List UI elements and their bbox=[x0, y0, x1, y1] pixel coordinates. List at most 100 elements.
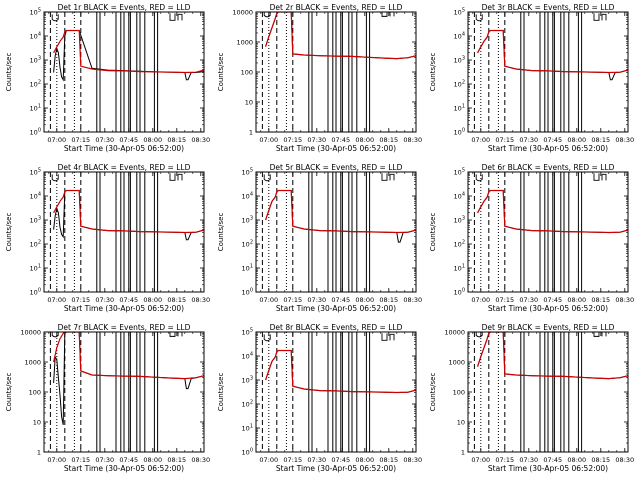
y-tick-exponent: 4 bbox=[38, 192, 41, 198]
y-tick-base: 10 bbox=[242, 241, 250, 249]
panel-det-4: Det 4r BLACK = Events, RED = LLD Counts/s… bbox=[5, 163, 210, 313]
y-tick-label: 101 bbox=[242, 424, 253, 433]
x-tick-label: 07:15 bbox=[495, 456, 514, 464]
y-tick-exponent: 3 bbox=[250, 216, 253, 222]
y-tick-base: 10 bbox=[242, 449, 250, 457]
x-tick-label: 07:15 bbox=[283, 136, 302, 144]
panel-det-7: Det 7r BLACK = Events, RED = LLD Counts/s… bbox=[5, 323, 210, 473]
y-tick-base: 10 bbox=[30, 105, 38, 113]
flag-marker bbox=[601, 332, 607, 337]
y-tick-base: 10 bbox=[454, 217, 462, 225]
chart-title: Det 7r BLACK = Events, RED = LLD bbox=[58, 323, 191, 332]
y-tick-label: 101 bbox=[454, 264, 465, 273]
y-tick-label: 10000 bbox=[20, 329, 41, 337]
panel-det-1: Det 1r BLACK = Events, RED = LLD Counts/s… bbox=[5, 3, 210, 153]
y-tick-exponent: 3 bbox=[462, 216, 465, 222]
y-tick-label: 104 bbox=[30, 32, 41, 41]
x-tick-label: 07:45 bbox=[543, 456, 562, 464]
y-tick-label: 101 bbox=[30, 264, 41, 273]
plot-area bbox=[49, 172, 204, 292]
y-axis-label: Counts/sec bbox=[5, 373, 13, 412]
lld-series-line bbox=[53, 332, 204, 380]
y-tick-base: 10 bbox=[454, 33, 462, 41]
y-tick-base: 10 bbox=[30, 265, 38, 273]
x-tick-label: 08:15 bbox=[591, 456, 610, 464]
x-tick-label: 07:00 bbox=[259, 296, 278, 304]
y-tick-exponent: 4 bbox=[250, 352, 253, 358]
x-tick-label: 08:30 bbox=[403, 296, 422, 304]
y-tick-label: 10 bbox=[245, 99, 253, 107]
y-tick-label: 100 bbox=[454, 128, 465, 137]
y-tick-label: 104 bbox=[454, 192, 465, 201]
x-tick-label: 07:00 bbox=[471, 456, 490, 464]
y-tick-label: 102 bbox=[30, 240, 41, 249]
y-tick-exponent: 4 bbox=[38, 32, 41, 38]
x-tick-label: 08:30 bbox=[615, 136, 634, 144]
y-tick-exponent: 0 bbox=[38, 288, 41, 294]
y-tick-base: 10 bbox=[454, 289, 462, 297]
y-axis-label: Counts/sec bbox=[217, 53, 225, 92]
y-tick-label: 104 bbox=[454, 32, 465, 41]
plot-frame bbox=[43, 331, 205, 453]
plot-frame bbox=[43, 11, 205, 133]
y-tick-label: 104 bbox=[242, 352, 253, 361]
y-tick-base: 10 bbox=[30, 169, 38, 177]
panel-det-3: Det 3r BLACK = Events, RED = LLD Counts/s… bbox=[429, 3, 634, 153]
lld-series-line bbox=[265, 349, 416, 394]
flag-marker bbox=[51, 14, 59, 22]
y-tick-label: 1 bbox=[461, 449, 465, 457]
y-tick-exponent: 1 bbox=[250, 264, 253, 270]
chart-title: Det 8r BLACK = Events, RED = LLD bbox=[270, 323, 403, 332]
y-tick-base: 10 bbox=[30, 289, 38, 297]
flag-marker bbox=[389, 333, 395, 341]
y-tick-label: 100 bbox=[242, 448, 253, 457]
x-axis-label: Start Time (30-Apr-05 06:52:00) bbox=[488, 464, 608, 473]
x-tick-label: 07:45 bbox=[543, 136, 562, 144]
y-tick-exponent: 2 bbox=[462, 80, 465, 86]
y-tick-base: 10 bbox=[242, 353, 250, 361]
plot-area bbox=[261, 12, 416, 132]
y-tick-base: 10 bbox=[242, 217, 250, 225]
y-tick-label: 105 bbox=[242, 328, 253, 337]
x-tick-label: 07:00 bbox=[471, 136, 490, 144]
x-tick-label: 07:30 bbox=[307, 296, 326, 304]
panel-det-2: Det 2r BLACK = Events, RED = LLD Counts/s… bbox=[217, 3, 422, 153]
plot-frame bbox=[467, 331, 629, 453]
y-tick-label: 1000 bbox=[236, 39, 253, 47]
y-tick-exponent: 2 bbox=[38, 80, 41, 86]
y-tick-exponent: 3 bbox=[250, 376, 253, 382]
y-tick-base: 10 bbox=[30, 81, 38, 89]
x-tick-label: 08:00 bbox=[567, 296, 586, 304]
plot-area bbox=[261, 172, 416, 292]
y-tick-exponent: 5 bbox=[250, 168, 253, 174]
flag-marker bbox=[51, 174, 59, 182]
x-tick-label: 07:30 bbox=[95, 456, 114, 464]
y-tick-base: 10 bbox=[30, 33, 38, 41]
y-tick-label: 104 bbox=[242, 192, 253, 201]
y-tick-base: 10 bbox=[242, 401, 250, 409]
flag-marker bbox=[381, 333, 388, 341]
y-tick-label: 100 bbox=[30, 128, 41, 137]
x-tick-label: 07:30 bbox=[307, 136, 326, 144]
y-tick-label: 100 bbox=[241, 69, 253, 77]
y-axis-label: Counts/sec bbox=[429, 373, 437, 412]
y-tick-exponent: 5 bbox=[250, 328, 253, 334]
x-tick-label: 08:30 bbox=[615, 296, 634, 304]
y-tick-base: 10 bbox=[30, 217, 38, 225]
x-tick-label: 08:00 bbox=[143, 296, 162, 304]
x-tick-label: 07:45 bbox=[119, 456, 138, 464]
y-tick-exponent: 1 bbox=[38, 104, 41, 110]
flag-marker bbox=[169, 332, 176, 337]
plot-frame bbox=[467, 171, 629, 293]
chart-title: Det 5r BLACK = Events, RED = LLD bbox=[270, 163, 403, 172]
flag-marker bbox=[601, 13, 607, 21]
y-tick-label: 103 bbox=[454, 56, 465, 65]
plot-area bbox=[473, 332, 628, 452]
chart-title: Det 6r BLACK = Events, RED = LLD bbox=[482, 163, 615, 172]
y-tick-base: 10 bbox=[454, 81, 462, 89]
y-tick-base: 10 bbox=[454, 265, 462, 273]
plot-area bbox=[473, 12, 628, 132]
y-tick-label: 10000 bbox=[444, 329, 465, 337]
flag-marker bbox=[601, 173, 607, 181]
